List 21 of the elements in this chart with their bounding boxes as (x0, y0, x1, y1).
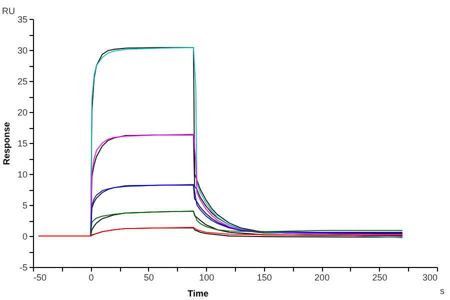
x-axis-title: Time (188, 288, 208, 298)
x-tick-label: -50 (34, 272, 47, 282)
text: s (440, 286, 444, 296)
x-tick-label: 200 (314, 272, 330, 282)
y-tick-label: 35 (17, 14, 28, 24)
x-tick-label: 300 (422, 272, 438, 282)
y-tick-label: -5 (19, 262, 28, 272)
x-tick-label: 0 (88, 272, 94, 282)
y-axis-title: Response (1, 122, 12, 166)
y-tick-label: 0 (22, 232, 28, 242)
y-tick-label: 30 (17, 46, 28, 56)
y-tick-label: 5 (22, 200, 28, 210)
y-tick-label: 25 (17, 76, 28, 86)
y-tick-label: 20 (17, 108, 28, 118)
x-tick-label: 150 (256, 272, 272, 282)
text: RU (2, 6, 15, 16)
y-tick-label: 15 (17, 138, 28, 148)
x-tick-label: 250 (372, 272, 388, 282)
x-tick-label: 50 (144, 272, 154, 282)
x-tick-label: 100 (199, 272, 214, 282)
y-tick-label: 10 (17, 170, 28, 180)
